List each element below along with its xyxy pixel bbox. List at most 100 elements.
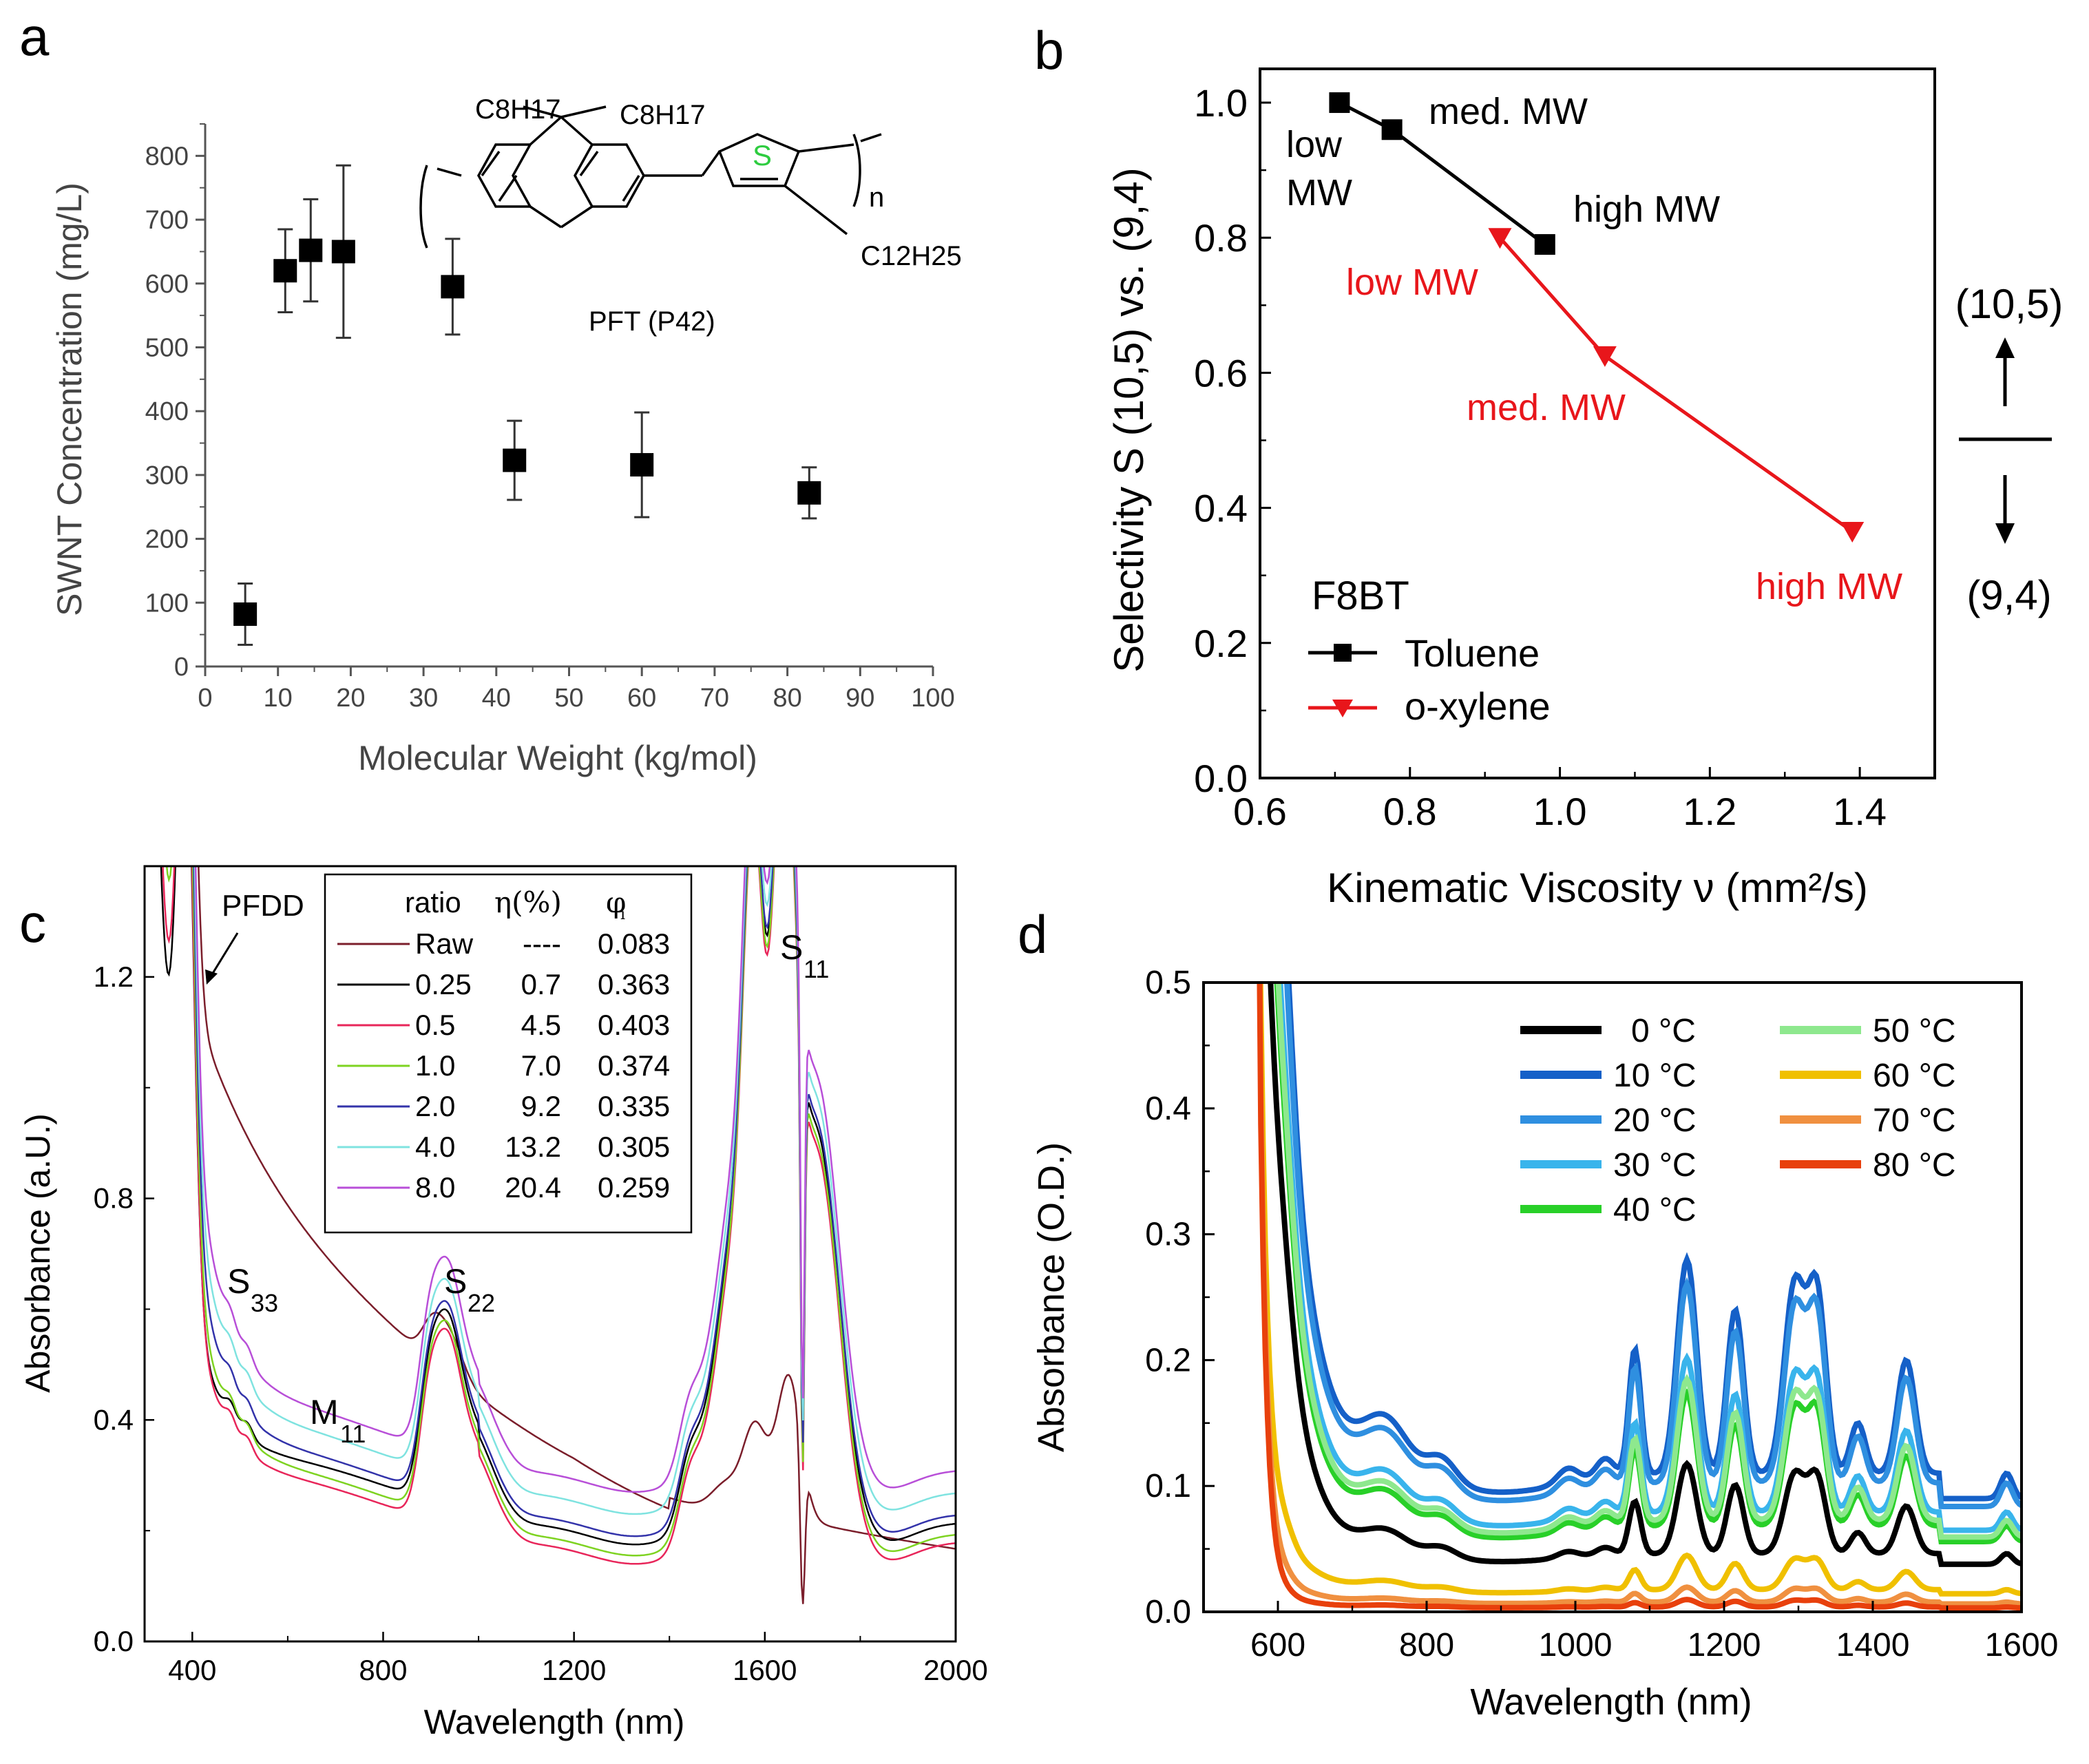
panel-d-axes: 600 800 1000 1200 1400 1600 0.0 0.1 0.2 0.3 0.4 0.5 (1145, 965, 2058, 1663)
pft-structure-labels: C8H17 C8H17 S n C12H25 PFT (P42) (475, 94, 962, 337)
y-tick-label: 200 (145, 525, 189, 554)
panel-b-axes: 0.6 0.8 1.0 1.2 1.4 0.0 0.2 0.4 0.6 0.8 1.0 (1194, 81, 1936, 833)
y-tick-label: 1.2 (94, 960, 134, 993)
legend-ratio: 2.0 (415, 1090, 455, 1122)
legend-phi: 0.259 (598, 1171, 670, 1204)
y-tick-label: 0.3 (1145, 1217, 1191, 1253)
panel-c-label: c (19, 893, 46, 954)
legend-header-phi: φ (606, 885, 626, 919)
annot-m11-sub: 11 (340, 1420, 366, 1448)
oxylene-point (1593, 346, 1617, 367)
structure-bracket-left (419, 165, 428, 249)
legend-toluene-marker (1334, 644, 1352, 662)
toluene-point (1329, 92, 1350, 114)
panel-c: c 400 800 1200 1600 2000 0.0 0.4 0.8 1.2 Wavelen… (19, 865, 988, 1741)
series-line-oxylene (1498, 236, 1854, 533)
spectrum-60C (1257, 983, 2022, 1597)
y-tick-label: 0.6 (1194, 351, 1248, 395)
y-tick-label: 0.0 (94, 1625, 134, 1657)
legend-title: F8BT (1312, 574, 1409, 618)
direction-up-label: (10,5) (1955, 281, 2064, 327)
x-tick-label: 1200 (1688, 1627, 1761, 1663)
panel-a-xlabel: Molecular Weight (kg/mol) (358, 739, 757, 777)
y-tick-label: 0.4 (1194, 487, 1248, 530)
panel-b-series: low MW med. MW high MW low MW med. MW high MW (1286, 91, 1902, 607)
annot-pfdd-arrow (209, 932, 239, 978)
chain-side: C12H25 (861, 241, 962, 271)
y-tick-label: 0.0 (1145, 1594, 1191, 1630)
legend-eta: ---- (523, 927, 561, 960)
x-tick-label: 400 (168, 1654, 216, 1686)
x-tick-label: 1400 (1836, 1627, 1910, 1663)
panel-b-frame (1259, 67, 1936, 779)
panel-a: a 0 10 20 30 40 50 60 70 80 90 100 0 100 200 300 400 500… (19, 6, 962, 777)
legend-eta: 7.0 (521, 1049, 561, 1082)
y-tick-label: 0.4 (1145, 1091, 1191, 1127)
annot-s33-sub: 33 (251, 1289, 278, 1317)
x-tick-label: 0.8 (1383, 790, 1437, 833)
spectrum-0.25 (160, 866, 955, 1546)
panel-d: d 600 800 1000 1200 1400 1600 0.0 0.1 0.2 0.3 0.4 0… (1018, 904, 2058, 1723)
data-point (299, 238, 323, 262)
panel-b-ylabel: Selectivity S (10,5) vs. (9,4) (1106, 167, 1152, 673)
data-point (441, 275, 465, 299)
panel-d-ylabel: Absorbance (O.D.) (1031, 1142, 1072, 1452)
legend-header-ratio: ratio (405, 886, 461, 918)
direction-down-arrowhead (1995, 523, 2015, 544)
legend-phi: 0.363 (598, 968, 670, 1000)
annot-s11-sub: 11 (804, 955, 829, 983)
x-tick-label: 1600 (1985, 1627, 2059, 1663)
legend-header-phi-sub: i (620, 906, 625, 923)
spectrum-2.0 (193, 866, 955, 1537)
spectrum-80C (1257, 983, 2022, 1611)
x-tick-label: 70 (700, 684, 729, 713)
toluene-point-label: high MW (1573, 189, 1720, 230)
panel-c-annotations: PFDD S 33 M 11 S 22 S 11 (205, 889, 829, 1448)
y-tick-label: 0 (174, 653, 189, 682)
y-tick-label: 0.4 (94, 1403, 134, 1436)
legend-phi: 0.374 (598, 1049, 670, 1082)
data-point (797, 481, 821, 505)
legend-eta: 9.2 (521, 1090, 561, 1122)
data-point (331, 240, 355, 264)
y-tick-label: 300 (145, 461, 189, 490)
annot-pfdd: PFDD (222, 889, 304, 923)
y-tick-label: 0.0 (1194, 757, 1248, 800)
y-tick-label: 1.0 (1194, 81, 1248, 125)
y-tick-label: 400 (145, 397, 189, 426)
legend-ratio: 4.0 (415, 1131, 455, 1163)
x-tick-label: 2000 (923, 1654, 987, 1686)
thiophene-ring (717, 133, 801, 187)
panel-b-label: b (1034, 20, 1064, 81)
oxylene-point (1840, 521, 1865, 543)
spectrum-0.5 (162, 866, 955, 1565)
y-tick-label: 0.8 (94, 1182, 134, 1215)
legend-label: 70 °C (1873, 1102, 1956, 1139)
legend-label: 30 °C (1613, 1147, 1697, 1184)
panel-d-curves (1257, 983, 2022, 1611)
chain-right: C8H17 (620, 100, 706, 130)
legend-oxylene-label: o-xylene (1405, 684, 1551, 728)
panel-d-xlabel: Wavelength (nm) (1470, 1681, 1752, 1723)
legend-ratio: 1.0 (415, 1049, 455, 1082)
legend-ratio: 0.25 (415, 968, 472, 1000)
repeat-n: n (869, 182, 884, 213)
y-tick-label: 800 (145, 142, 189, 171)
direction-down-label: (9,4) (1966, 572, 2051, 618)
toluene-point-label: low MW (1286, 124, 1352, 213)
annot-s22-sub: 22 (468, 1289, 495, 1317)
x-tick-label: 50 (554, 684, 583, 713)
x-tick-label: 1000 (1539, 1627, 1613, 1663)
y-tick-label: 600 (145, 270, 189, 299)
panel-a-points (233, 164, 821, 646)
x-tick-label: 1.4 (1833, 790, 1887, 833)
toluene-point (1534, 234, 1555, 255)
chain-left: C8H17 (475, 94, 561, 125)
legend-label: 0 °C (1631, 1013, 1696, 1049)
legend-label: 20 °C (1613, 1102, 1697, 1139)
direction-up-arrowhead (1995, 337, 2015, 358)
y-tick-label: 0.5 (1145, 965, 1191, 1001)
panel-c-legend: ratio η(%) φ i Raw ---- 0.083 0.25 0.7 0.363 0… (324, 873, 693, 1234)
fluorene-ring-left (476, 143, 532, 208)
